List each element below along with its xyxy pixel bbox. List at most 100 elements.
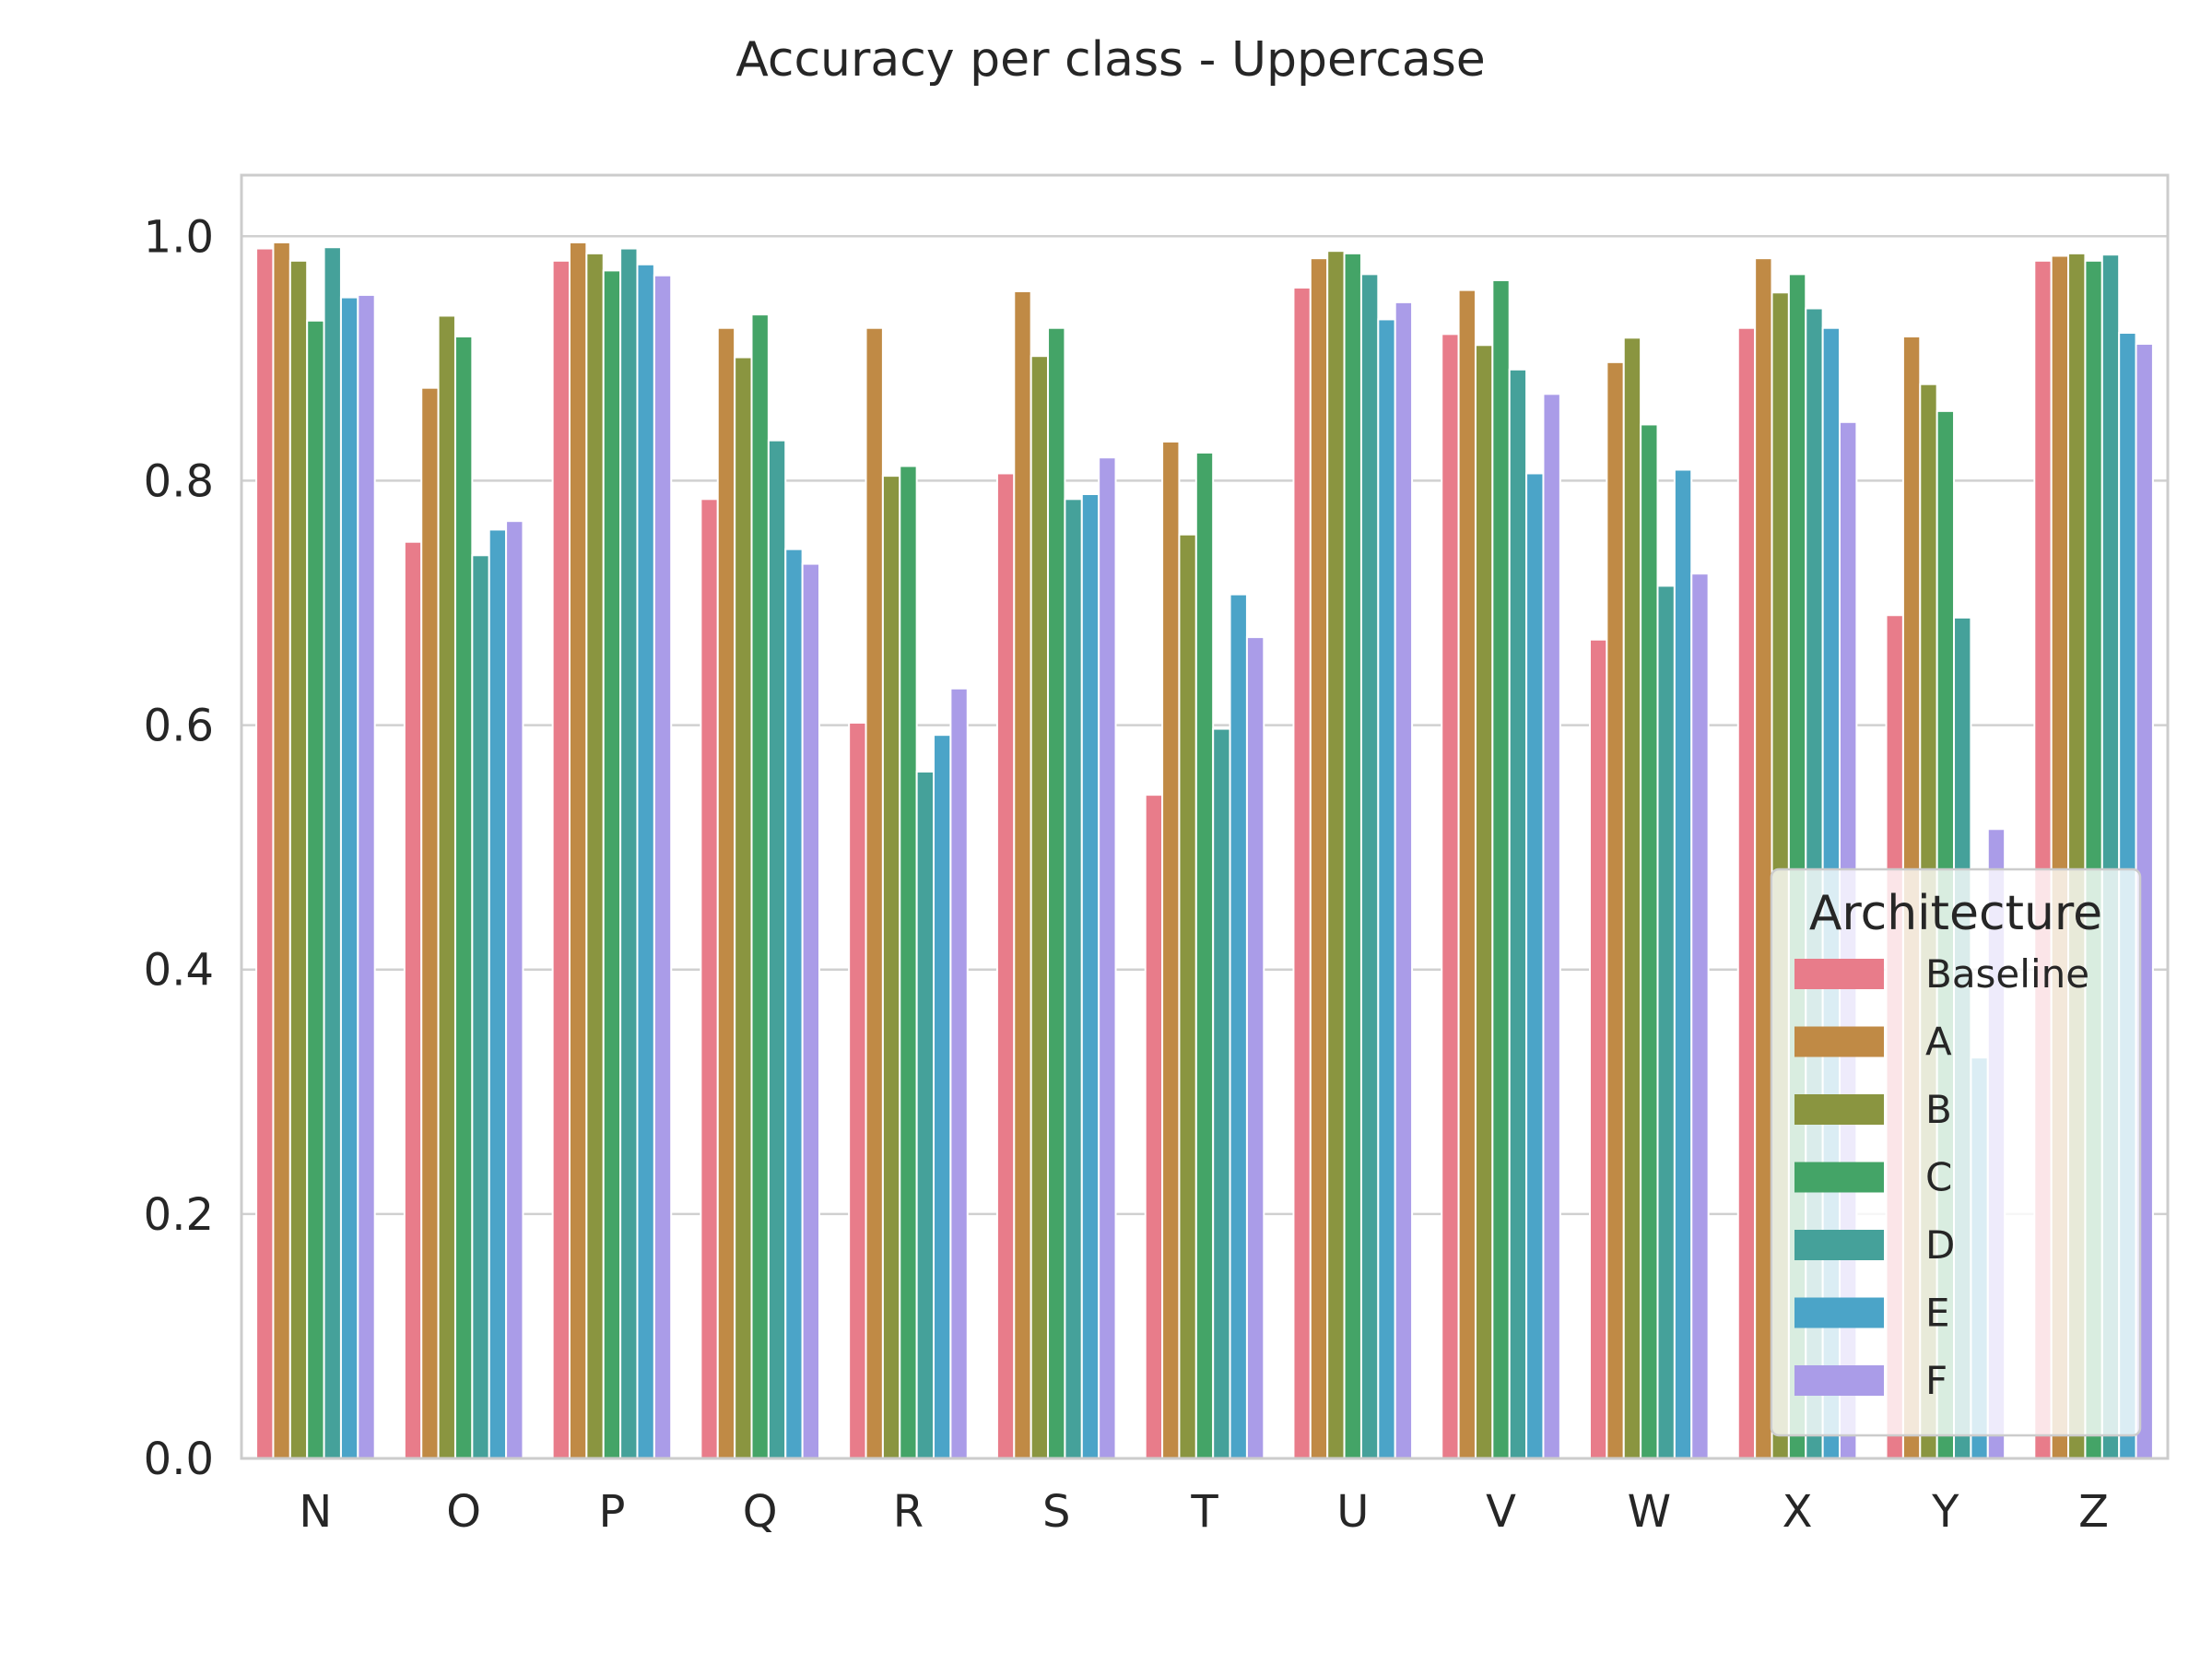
- x-tick-label: U: [1336, 1486, 1369, 1538]
- bar-S-e: [1080, 493, 1100, 1459]
- bar-T-baseline: [1144, 794, 1164, 1459]
- bar-V-d: [1508, 368, 1528, 1459]
- bar-N-baseline: [255, 247, 275, 1459]
- bar-Q-d: [767, 439, 787, 1459]
- x-tick-label: P: [598, 1486, 625, 1538]
- y-tick-label: 0.6: [144, 701, 214, 752]
- x-tick-label: Z: [2078, 1486, 2109, 1538]
- bar-W-d: [1656, 584, 1676, 1459]
- bar-O-baseline: [403, 540, 423, 1459]
- bar-T-e: [1229, 593, 1248, 1459]
- bar-R-c: [899, 465, 918, 1459]
- bar-P-d: [619, 247, 639, 1459]
- y-axis-ticks: 0.0 0.2 0.4 0.6 0.8 1.0: [144, 211, 214, 1485]
- bar-W-b: [1622, 336, 1642, 1460]
- legend-label: Baseline: [1925, 951, 2089, 997]
- bar-U-baseline: [1292, 286, 1312, 1460]
- legend-swatch-c: [1794, 1162, 1884, 1193]
- bar-N-b: [288, 259, 309, 1459]
- y-tick-label: 0.0: [144, 1434, 214, 1485]
- y-tick-label: 0.2: [144, 1189, 214, 1241]
- legend-swatch-f: [1794, 1365, 1884, 1396]
- x-tick-label: X: [1783, 1486, 1813, 1538]
- bar-T-a: [1161, 441, 1181, 1459]
- bar-Q-a: [716, 326, 736, 1460]
- bar-S-b: [1030, 355, 1050, 1460]
- chart-title: Accuracy per class - Uppercase: [735, 32, 1486, 88]
- bar-O-a: [420, 386, 440, 1459]
- bar-V-b: [1474, 344, 1494, 1459]
- bar-U-c: [1343, 252, 1362, 1459]
- x-tick-label: S: [1042, 1486, 1070, 1538]
- legend-title: Architecture: [1809, 886, 2102, 941]
- bar-N-c: [306, 319, 325, 1459]
- bar-Q-b: [734, 356, 753, 1460]
- x-tick-label: Y: [1931, 1486, 1959, 1538]
- x-tick-label: V: [1486, 1486, 1516, 1538]
- x-tick-label: N: [299, 1486, 332, 1538]
- x-tick-label: R: [893, 1486, 924, 1538]
- bar-P-b: [585, 252, 605, 1459]
- legend-swatch-baseline: [1794, 959, 1884, 989]
- bar-Q-f: [801, 562, 821, 1459]
- bar-N-d: [323, 246, 342, 1459]
- bar-N-f: [357, 293, 376, 1459]
- bar-W-e: [1673, 468, 1693, 1459]
- legend-label: D: [1925, 1222, 1955, 1268]
- x-tick-label: T: [1190, 1486, 1218, 1538]
- bar-S-d: [1064, 498, 1083, 1459]
- bar-U-b: [1326, 250, 1346, 1459]
- y-tick-label: 0.4: [144, 945, 214, 997]
- bar-W-c: [1640, 423, 1659, 1460]
- legend-box: [1770, 867, 2142, 1437]
- bar-Q-e: [784, 548, 804, 1459]
- bar-P-baseline: [551, 259, 571, 1459]
- bar-V-f: [1542, 393, 1561, 1459]
- bar-U-e: [1377, 318, 1396, 1459]
- bar-S-f: [1098, 456, 1117, 1459]
- bar-T-b: [1178, 533, 1197, 1459]
- x-tick-label: Q: [743, 1486, 778, 1538]
- bar-X-a: [1754, 257, 1773, 1459]
- bar-T-c: [1194, 451, 1215, 1459]
- legend-label: C: [1925, 1155, 1952, 1200]
- bar-X-baseline: [1736, 326, 1757, 1460]
- bar-U-f: [1394, 301, 1414, 1460]
- bar-R-f: [949, 687, 969, 1459]
- bar-S-c: [1047, 326, 1066, 1460]
- legend-label: B: [1925, 1087, 1952, 1132]
- bar-W-f: [1690, 572, 1710, 1459]
- bar-R-b: [881, 475, 901, 1459]
- bar-U-d: [1359, 273, 1380, 1460]
- bar-T-f: [1245, 636, 1265, 1459]
- x-tick-label: W: [1628, 1486, 1671, 1538]
- bar-R-a: [865, 326, 884, 1460]
- bar-O-c: [453, 335, 474, 1460]
- legend-label: E: [1925, 1291, 1950, 1336]
- bar-O-b: [437, 314, 456, 1459]
- bar-V-a: [1457, 289, 1477, 1459]
- y-tick-label: 0.8: [144, 455, 214, 507]
- bar-P-a: [568, 241, 588, 1459]
- bar-R-d: [915, 770, 935, 1459]
- legend-label: A: [1925, 1020, 1952, 1065]
- bar-N-e: [339, 296, 359, 1460]
- bar-N-a: [272, 241, 291, 1459]
- bar-S-baseline: [995, 472, 1016, 1460]
- legend-swatch-e: [1794, 1297, 1884, 1328]
- bar-T-d: [1212, 727, 1231, 1459]
- bar-V-c: [1491, 279, 1511, 1459]
- bar-P-f: [653, 274, 673, 1459]
- bar-W-a: [1606, 360, 1625, 1460]
- x-tick-label: O: [446, 1486, 481, 1538]
- bar-O-f: [505, 520, 524, 1459]
- bar-R-baseline: [848, 721, 867, 1459]
- legend-swatch-d: [1794, 1230, 1884, 1260]
- y-tick-label: 1.0: [144, 211, 214, 263]
- bar-P-c: [602, 269, 622, 1459]
- bar-R-e: [933, 734, 952, 1459]
- bar-Q-c: [750, 313, 770, 1459]
